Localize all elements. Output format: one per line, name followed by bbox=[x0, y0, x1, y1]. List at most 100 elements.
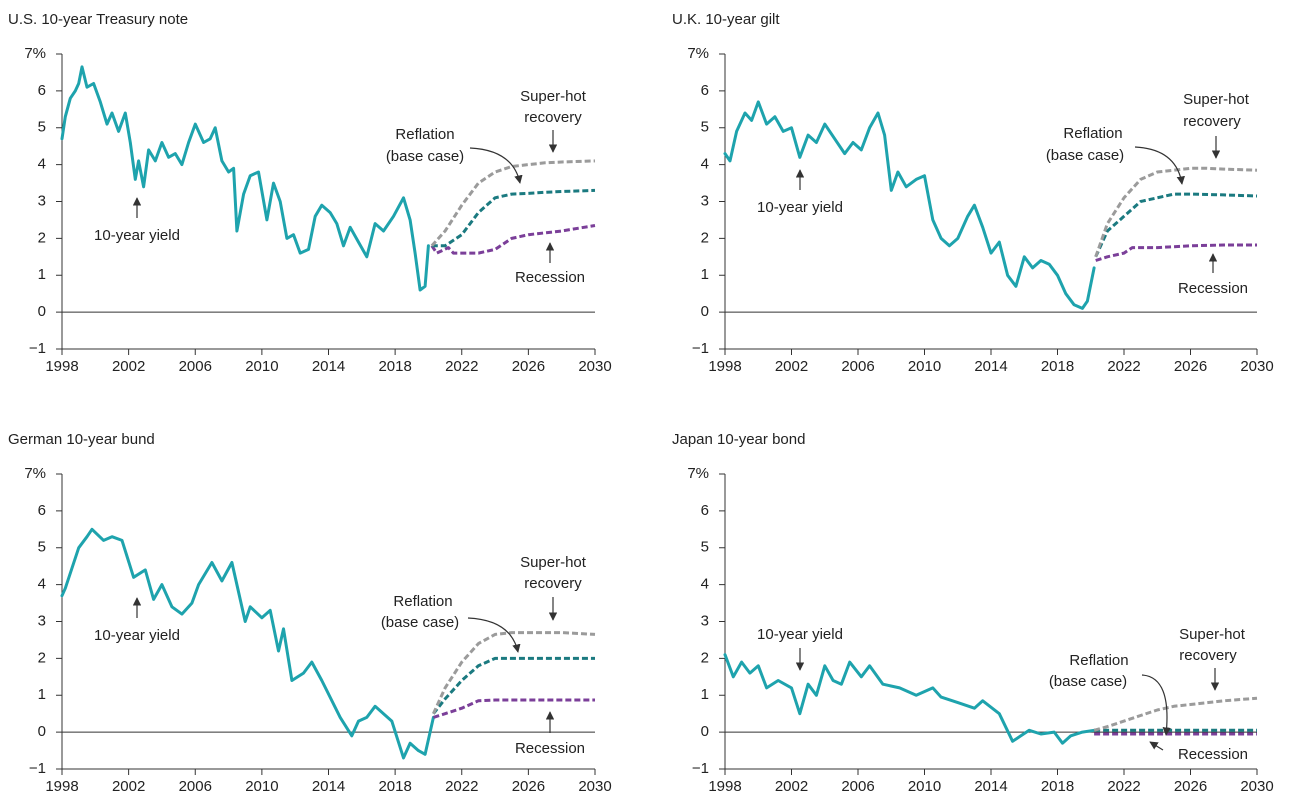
forecast-line bbox=[431, 188, 596, 248]
x-tick-label: 1998 bbox=[45, 778, 78, 795]
y-tick-label: 0 bbox=[701, 303, 709, 320]
annotation-arrow bbox=[1141, 674, 1171, 736]
chart-title: German 10-year bund bbox=[8, 431, 155, 448]
y-tick-label: 2 bbox=[701, 649, 709, 666]
annotation-label: Recession bbox=[515, 269, 585, 286]
x-tick-label: 2010 bbox=[245, 778, 278, 795]
y-tick-label: 4 bbox=[701, 156, 709, 173]
y-tick-label: 6 bbox=[701, 82, 709, 99]
chart-title: U.K. 10-year gilt bbox=[672, 11, 780, 28]
x-tick-label: 2018 bbox=[378, 778, 411, 795]
x-tick-label: 2014 bbox=[312, 778, 345, 795]
x-tick-label: 2014 bbox=[974, 358, 1007, 375]
y-tick-label: −1 bbox=[692, 760, 709, 777]
chart-title: U.S. 10-year Treasury note bbox=[8, 11, 188, 28]
x-tick-label: 2014 bbox=[974, 778, 1007, 795]
annotation-label: Super-hot bbox=[1183, 91, 1250, 108]
annotation-arrow bbox=[1149, 741, 1164, 751]
annotation-label: Super-hot bbox=[520, 554, 587, 571]
history-line bbox=[723, 653, 1096, 745]
annotation-label: 10-year yield bbox=[94, 227, 180, 244]
forecast-line bbox=[1094, 192, 1258, 258]
y-tick-label: 0 bbox=[38, 303, 46, 320]
x-tick-label: 2014 bbox=[312, 358, 345, 375]
y-tick-label: 2 bbox=[38, 649, 46, 666]
x-tick-label: 2002 bbox=[775, 358, 808, 375]
x-tick-label: 2022 bbox=[445, 778, 478, 795]
x-tick-label: 2030 bbox=[578, 778, 611, 795]
y-tick-label: 0 bbox=[701, 723, 709, 740]
x-tick-label: 2010 bbox=[908, 358, 941, 375]
annotation-label: 10-year yield bbox=[757, 199, 843, 216]
y-tick-label: 1 bbox=[38, 266, 46, 283]
y-tick-label: 6 bbox=[38, 502, 46, 519]
y-tick-label: 7% bbox=[687, 45, 709, 62]
y-tick-label: 5 bbox=[38, 539, 46, 556]
x-tick-label: 1998 bbox=[708, 778, 741, 795]
x-tick-label: 1998 bbox=[708, 358, 741, 375]
history-line bbox=[60, 65, 430, 292]
x-tick-label: 2018 bbox=[1041, 358, 1074, 375]
history-line bbox=[723, 100, 1096, 310]
annotation-arrow bbox=[469, 147, 523, 184]
x-tick-label: 2006 bbox=[841, 358, 874, 375]
y-tick-label: 7% bbox=[24, 465, 46, 482]
forecast-line bbox=[1093, 696, 1258, 732]
y-tick-label: 1 bbox=[38, 686, 46, 703]
y-tick-label: 5 bbox=[38, 119, 46, 136]
x-tick-label: 2026 bbox=[512, 358, 545, 375]
y-tick-label: 1 bbox=[701, 266, 709, 283]
x-tick-label: 2002 bbox=[775, 778, 808, 795]
x-tick-label: 1998 bbox=[45, 358, 78, 375]
x-tick-label: 2018 bbox=[378, 358, 411, 375]
forecast-line bbox=[432, 656, 595, 715]
annotation-label: Reflation bbox=[393, 593, 452, 610]
annotation-label: recovery bbox=[1183, 113, 1241, 130]
annotation-label: 10-year yield bbox=[94, 627, 180, 644]
y-tick-label: 2 bbox=[38, 229, 46, 246]
annotation-label: (base case) bbox=[1046, 147, 1124, 164]
annotation-label: recovery bbox=[1179, 647, 1237, 664]
x-tick-label: 2022 bbox=[445, 358, 478, 375]
y-tick-label: 4 bbox=[38, 576, 46, 593]
history-line bbox=[60, 527, 435, 760]
y-tick-label: 5 bbox=[701, 119, 709, 136]
x-tick-label: 2030 bbox=[1240, 778, 1273, 795]
x-tick-label: 2022 bbox=[1107, 778, 1140, 795]
y-tick-label: 1 bbox=[701, 686, 709, 703]
annotation-label: Reflation bbox=[1069, 652, 1128, 669]
y-tick-label: 4 bbox=[701, 576, 709, 593]
forecast-line bbox=[432, 698, 595, 719]
x-tick-label: 2030 bbox=[1240, 358, 1273, 375]
annotation-label: Recession bbox=[1178, 280, 1248, 297]
annotation-label: recovery bbox=[524, 109, 582, 126]
annotation-label: Reflation bbox=[1063, 125, 1122, 142]
x-tick-label: 2026 bbox=[512, 778, 545, 795]
y-tick-label: −1 bbox=[29, 760, 46, 777]
y-tick-label: 2 bbox=[701, 229, 709, 246]
annotation-label: Recession bbox=[1178, 746, 1248, 763]
forecast-line bbox=[430, 224, 596, 255]
y-tick-label: 6 bbox=[701, 502, 709, 519]
annotation-label: recovery bbox=[524, 575, 582, 592]
x-tick-label: 2006 bbox=[841, 778, 874, 795]
annotation-label: Super-hot bbox=[520, 88, 587, 105]
y-tick-label: 3 bbox=[701, 192, 709, 209]
forecast-line bbox=[1094, 166, 1258, 258]
annotation-arrow bbox=[467, 617, 521, 653]
x-tick-label: 2002 bbox=[112, 778, 145, 795]
y-tick-label: 5 bbox=[701, 539, 709, 556]
y-tick-label: 7% bbox=[687, 465, 709, 482]
forecast-line bbox=[1095, 243, 1257, 262]
annotation-label: Reflation bbox=[395, 126, 454, 143]
x-tick-label: 2022 bbox=[1107, 358, 1140, 375]
y-tick-label: 7% bbox=[24, 45, 46, 62]
y-tick-label: 3 bbox=[38, 192, 46, 209]
x-tick-label: 2026 bbox=[1174, 358, 1207, 375]
x-tick-label: 2026 bbox=[1174, 778, 1207, 795]
y-tick-label: −1 bbox=[692, 340, 709, 357]
annotation-label: Super-hot bbox=[1179, 626, 1246, 643]
y-tick-label: 3 bbox=[38, 612, 46, 629]
y-tick-label: 0 bbox=[38, 723, 46, 740]
